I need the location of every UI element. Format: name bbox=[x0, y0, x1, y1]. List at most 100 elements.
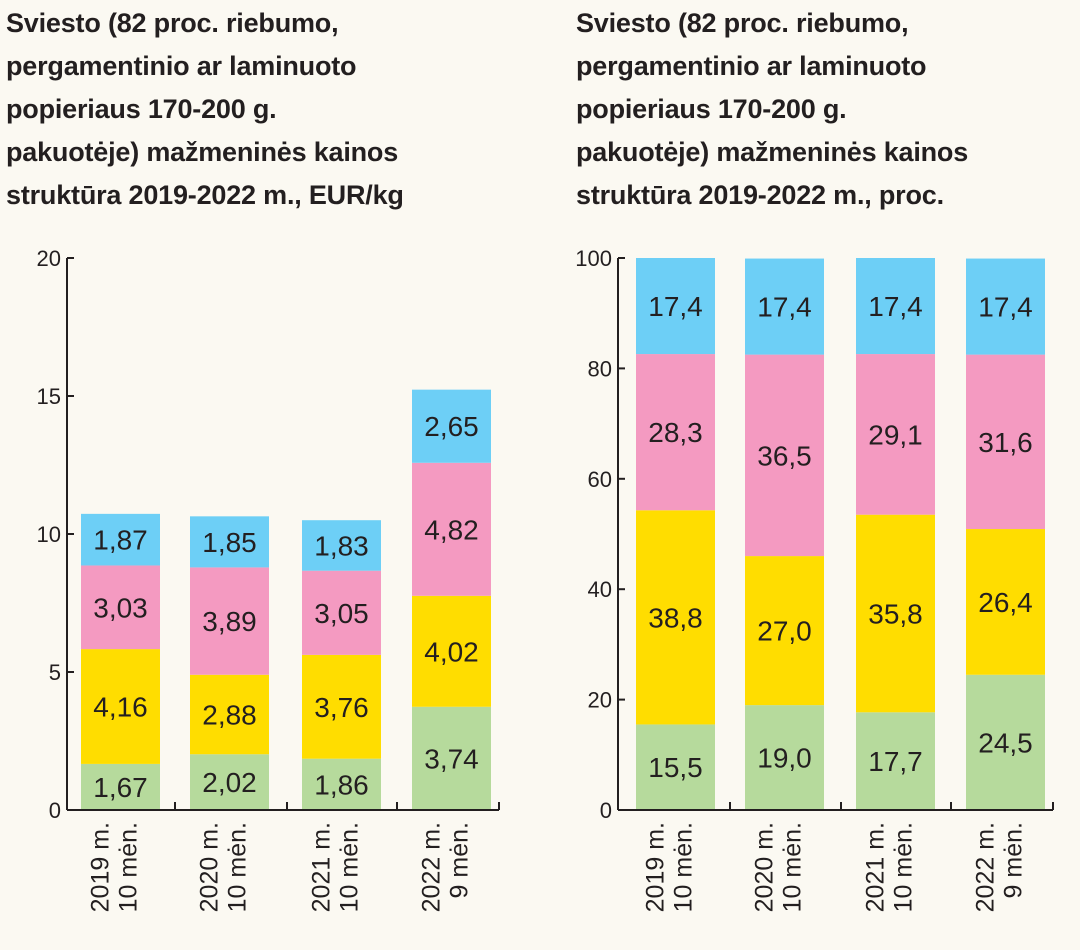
bar-segment-green bbox=[636, 724, 715, 810]
title-line: popieriaus 170-200 g. bbox=[6, 94, 277, 124]
bar-segment-pink bbox=[302, 570, 381, 655]
data-label: 38,8 bbox=[648, 602, 703, 633]
data-label: 15,5 bbox=[648, 752, 703, 783]
x-tick-label: 2019 m. bbox=[642, 822, 670, 912]
data-label: 1,85 bbox=[202, 527, 257, 558]
bar-segment-blue bbox=[412, 389, 491, 463]
bar-segment-yellow bbox=[745, 556, 824, 706]
data-label: 2,88 bbox=[202, 700, 257, 731]
bar-segment-green bbox=[302, 758, 381, 810]
data-label: 4,16 bbox=[93, 692, 148, 723]
bar-segment-pink bbox=[745, 354, 824, 557]
data-label: 3,03 bbox=[93, 592, 148, 623]
y-tick-label: 5 bbox=[49, 660, 61, 685]
bar-segment-yellow bbox=[966, 529, 1045, 675]
bar-segment-green bbox=[190, 754, 269, 810]
title-line: Sviesto (82 proc. riebumo, bbox=[576, 8, 909, 38]
x-tick-label: 2022 m. bbox=[418, 822, 446, 912]
bar-segment-yellow bbox=[302, 654, 381, 759]
x-tick-label: 2020 m. bbox=[196, 822, 224, 912]
bar-segment-blue bbox=[966, 258, 1045, 355]
y-tick-label: 15 bbox=[37, 384, 61, 409]
data-label: 26,4 bbox=[978, 587, 1033, 618]
y-tick-label: 100 bbox=[575, 246, 612, 271]
bar-segment-blue bbox=[856, 258, 935, 355]
x-tick-label: 2021 m. bbox=[862, 822, 890, 912]
data-label: 3,74 bbox=[424, 743, 479, 774]
bar-segment-pink bbox=[81, 565, 160, 650]
bar-segment-green bbox=[412, 706, 491, 810]
title-line: pakuotėje) mažmeninės kainos bbox=[6, 137, 399, 167]
x-tick-label: 9 mėn. bbox=[1000, 822, 1028, 898]
data-label: 29,1 bbox=[868, 419, 923, 450]
left-chart-title: Sviesto (82 proc. riebumo, pergamentinio… bbox=[6, 2, 404, 217]
data-label: 1,83 bbox=[314, 530, 369, 561]
data-label: 17,4 bbox=[757, 292, 812, 323]
data-label: 4,02 bbox=[424, 636, 479, 667]
bar-segment-blue bbox=[745, 258, 824, 355]
data-label: 36,5 bbox=[757, 440, 812, 471]
data-label: 19,0 bbox=[757, 743, 812, 774]
data-label: 31,6 bbox=[978, 427, 1033, 458]
bar-segment-green bbox=[966, 674, 1045, 810]
data-label: 3,89 bbox=[202, 606, 257, 637]
data-label: 17,7 bbox=[868, 746, 923, 777]
bar-segment-pink bbox=[636, 354, 715, 511]
x-tick-label: 2022 m. bbox=[972, 822, 1000, 912]
bar-segment-blue bbox=[636, 258, 715, 355]
y-tick-label: 60 bbox=[588, 467, 612, 492]
y-tick-label: 20 bbox=[588, 688, 612, 713]
y-tick-label: 80 bbox=[588, 356, 612, 381]
data-label: 17,4 bbox=[978, 292, 1033, 323]
y-tick-label: 20 bbox=[37, 246, 61, 271]
data-label: 4,82 bbox=[424, 514, 479, 545]
data-label: 2,65 bbox=[424, 411, 479, 442]
bar-segment-yellow bbox=[81, 649, 160, 764]
data-label: 35,8 bbox=[868, 598, 923, 629]
title-line: pergamentinio ar laminuoto bbox=[6, 51, 357, 81]
bar-segment-green bbox=[856, 712, 935, 810]
bar-segment-pink bbox=[966, 354, 1045, 530]
data-label: 2,02 bbox=[202, 767, 257, 798]
bar-segment-blue bbox=[81, 513, 160, 566]
y-tick-label: 0 bbox=[600, 798, 612, 823]
x-tick-label: 2020 m. bbox=[751, 822, 779, 912]
title-line: struktūra 2019-2022 m., EUR/kg bbox=[6, 180, 404, 210]
title-line: pakuotėje) mažmeninės kainos bbox=[576, 137, 969, 167]
data-label: 17,4 bbox=[868, 291, 923, 322]
title-line: Sviesto (82 proc. riebumo, bbox=[6, 8, 339, 38]
x-tick-label: 10 mėn. bbox=[336, 822, 364, 912]
data-label: 1,67 bbox=[93, 772, 148, 803]
data-label: 3,76 bbox=[314, 692, 369, 723]
x-tick-label: 10 mėn. bbox=[890, 822, 918, 912]
y-tick-label: 10 bbox=[37, 522, 61, 547]
x-tick-label: 10 mėn. bbox=[779, 822, 807, 912]
x-tick-label: 10 mėn. bbox=[670, 822, 698, 912]
y-tick-label: 0 bbox=[49, 798, 61, 823]
y-tick-label: 40 bbox=[588, 577, 612, 602]
title-line: struktūra 2019-2022 m., proc. bbox=[576, 180, 944, 210]
bar-segment-green bbox=[745, 705, 824, 810]
bar-segment-yellow bbox=[856, 514, 935, 713]
data-label: 3,05 bbox=[314, 598, 369, 629]
bar-segment-pink bbox=[412, 462, 491, 596]
bar-segment-pink bbox=[190, 567, 269, 675]
data-label: 1,86 bbox=[314, 769, 369, 800]
x-tick-label: 2019 m. bbox=[87, 822, 115, 912]
x-tick-label: 10 mėn. bbox=[224, 822, 252, 912]
x-tick-label: 9 mėn. bbox=[446, 822, 474, 898]
bar-segment-yellow bbox=[412, 595, 491, 707]
x-tick-label: 10 mėn. bbox=[115, 822, 143, 912]
data-label: 24,5 bbox=[978, 727, 1033, 758]
right-chart-title: Sviesto (82 proc. riebumo, pergamentinio… bbox=[576, 2, 968, 217]
data-label: 17,4 bbox=[648, 291, 703, 322]
bar-segment-yellow bbox=[636, 510, 715, 725]
data-label: 27,0 bbox=[757, 616, 812, 647]
bar-segment-yellow bbox=[190, 674, 269, 755]
x-tick-label: 2021 m. bbox=[308, 822, 336, 912]
bar-segment-blue bbox=[302, 520, 381, 571]
title-line: popieriaus 170-200 g. bbox=[576, 94, 847, 124]
